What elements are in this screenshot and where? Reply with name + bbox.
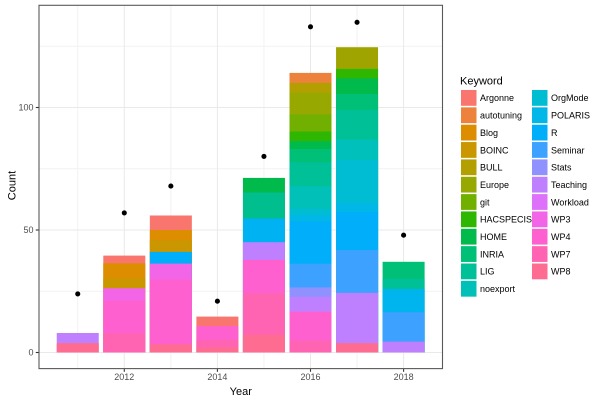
svg-text:WP7: WP7 bbox=[551, 249, 571, 259]
svg-text:noexport: noexport bbox=[480, 284, 516, 294]
svg-text:POLARIS: POLARIS bbox=[551, 111, 590, 121]
svg-text:R: R bbox=[551, 128, 558, 138]
svg-text:Seminar: Seminar bbox=[551, 145, 585, 155]
svg-text:Europe: Europe bbox=[480, 180, 509, 190]
svg-text:2018: 2018 bbox=[394, 372, 414, 382]
svg-text:Blog: Blog bbox=[480, 128, 498, 138]
svg-text:OrgMode: OrgMode bbox=[551, 93, 589, 103]
svg-text:WP4: WP4 bbox=[551, 232, 571, 242]
svg-text:WP8: WP8 bbox=[551, 267, 571, 277]
svg-text:Argonne: Argonne bbox=[480, 93, 514, 103]
svg-text:git: git bbox=[480, 197, 490, 207]
svg-text:BOINC: BOINC bbox=[480, 145, 509, 155]
svg-text:Teaching: Teaching bbox=[551, 180, 587, 190]
svg-text:Stats: Stats bbox=[551, 163, 572, 173]
svg-text:Count: Count bbox=[7, 171, 19, 200]
svg-text:BULL: BULL bbox=[480, 163, 503, 173]
svg-text:2014: 2014 bbox=[207, 372, 227, 382]
svg-text:2016: 2016 bbox=[300, 372, 320, 382]
svg-text:50: 50 bbox=[23, 225, 33, 235]
svg-text:HACSPECIS: HACSPECIS bbox=[480, 215, 532, 225]
svg-text:INRIA: INRIA bbox=[480, 249, 504, 259]
svg-text:Keyword: Keyword bbox=[460, 75, 503, 87]
svg-text:2012: 2012 bbox=[114, 372, 134, 382]
svg-text:WP3: WP3 bbox=[551, 215, 571, 225]
svg-text:LIG: LIG bbox=[480, 267, 495, 277]
svg-text:0: 0 bbox=[28, 348, 33, 358]
svg-text:autotuning: autotuning bbox=[480, 111, 522, 121]
svg-text:Workload: Workload bbox=[551, 197, 589, 207]
svg-text:Year: Year bbox=[230, 386, 253, 398]
svg-text:HOME: HOME bbox=[480, 232, 507, 242]
svg-text:100: 100 bbox=[18, 103, 33, 113]
